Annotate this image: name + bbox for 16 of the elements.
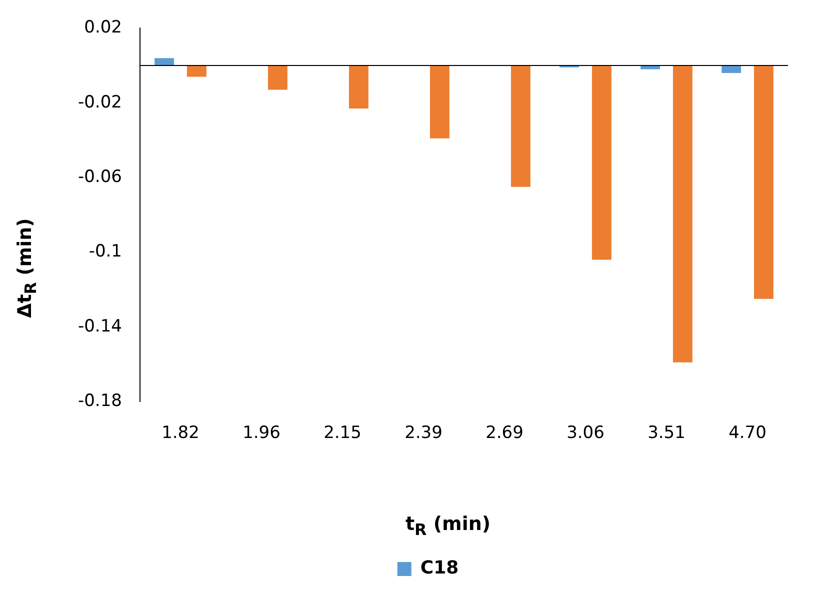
- x-tick-label: 2.39: [404, 423, 442, 444]
- x-tick-label: 4.70: [728, 423, 766, 444]
- y-tick-label: -0.18: [78, 391, 122, 412]
- legend-label: C18: [420, 558, 459, 579]
- y-tick-label: -0.14: [78, 316, 122, 336]
- x-tick-label: 2.15: [324, 423, 362, 444]
- x-axis-title: t$_{R}$ (min): [404, 513, 492, 539]
- y-tick-label: -0.02: [78, 92, 122, 112]
- x-tick-label: 1.96: [242, 423, 280, 444]
- y-tick-label: -0.06: [78, 166, 122, 187]
- x-tick-label: 3.06: [566, 423, 604, 444]
- x-tick-label: 3.51: [648, 423, 686, 444]
- y-tick-label: 0.02: [84, 18, 122, 38]
- x-tick-label: 2.69: [486, 423, 524, 444]
- x-tick-label: 1.82: [162, 423, 200, 444]
- y-tick-label: -0.1: [88, 242, 122, 262]
